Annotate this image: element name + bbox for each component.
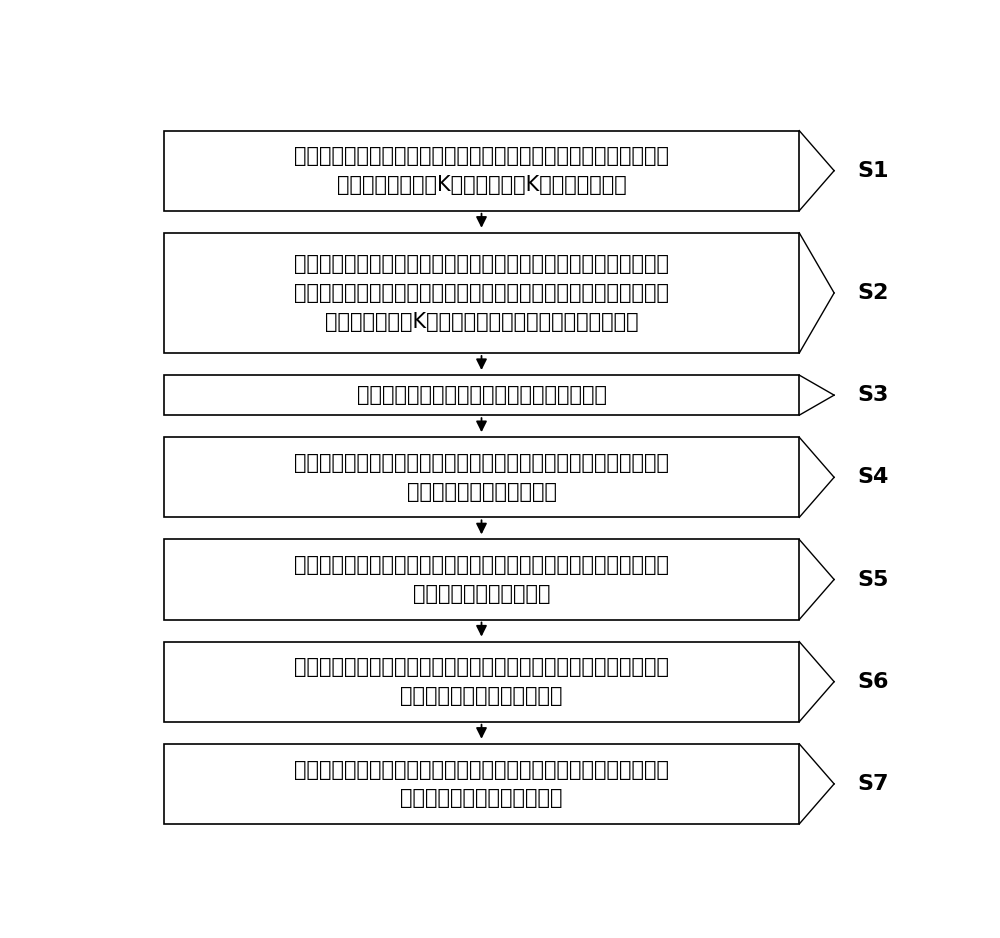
Text: 利用各段血管的目标参数的数值对血管模拟三维模型进行标记，得到
模拟化三维血管狭窄分析模型: 利用各段血管的目标参数的数值对血管模拟三维模型进行标记，得到 模拟化三维血管狭窄… — [294, 760, 669, 809]
Text: 针对血管模拟三维模型中的每一段血管，从预设的三个方位进行切分
，获得各方位的二维切面图: 针对血管模拟三维模型中的每一段血管，从预设的三个方位进行切分 ，获得各方位的二维… — [294, 453, 669, 502]
Text: 将每个方位的二维切面图中的血管进行腐蚀操作，记录血管腐蚀至单
个像素时的目标腐蚀次数: 将每个方位的二维切面图中的血管进行腐蚀操作，记录血管腐蚀至单 个像素时的目标腐蚀… — [294, 555, 669, 604]
Bar — [164, 744, 799, 824]
Text: S5: S5 — [857, 569, 889, 589]
Text: 根据该段血管在三个方位分别对应的目标腐蚀次数，得到表征该段血
管狭窄程度的目标参数的数值: 根据该段血管在三个方位分别对应的目标腐蚀次数，得到表征该段血 管狭窄程度的目标参… — [294, 658, 669, 706]
Text: S7: S7 — [857, 774, 889, 794]
Text: S1: S1 — [857, 160, 889, 181]
Text: 利用配准后亮血图像组建立血管模拟三维模型: 利用配准后亮血图像组建立血管模拟三维模型 — [356, 386, 606, 405]
Text: 获取血管部位的亮血图像组和增强黑血图像组；亮血图像组和增强黑
血图像组分别包括K个亮血图像和K个增强黑血图像: 获取血管部位的亮血图像组和增强黑血图像组；亮血图像组和增强黑 血图像组分别包括K… — [294, 146, 669, 195]
Bar — [164, 233, 799, 353]
Text: S3: S3 — [857, 386, 889, 405]
Text: S6: S6 — [857, 672, 889, 691]
Bar — [164, 437, 799, 518]
Bar — [164, 375, 799, 416]
Text: S4: S4 — [857, 467, 889, 488]
Text: 针对亮血图像组中每一个亮血图像，以增强黑血图像组中对应的增强
黑血图像为基准，利用基于互信息和图像金字塔的配准方法进行图像
配准，得到包括K个配准后亮血图像的配: 针对亮血图像组中每一个亮血图像，以增强黑血图像组中对应的增强 黑血图像为基准，利… — [294, 254, 669, 332]
Bar — [164, 130, 799, 211]
Bar — [164, 539, 799, 620]
Text: S2: S2 — [857, 283, 889, 303]
Bar — [164, 642, 799, 721]
